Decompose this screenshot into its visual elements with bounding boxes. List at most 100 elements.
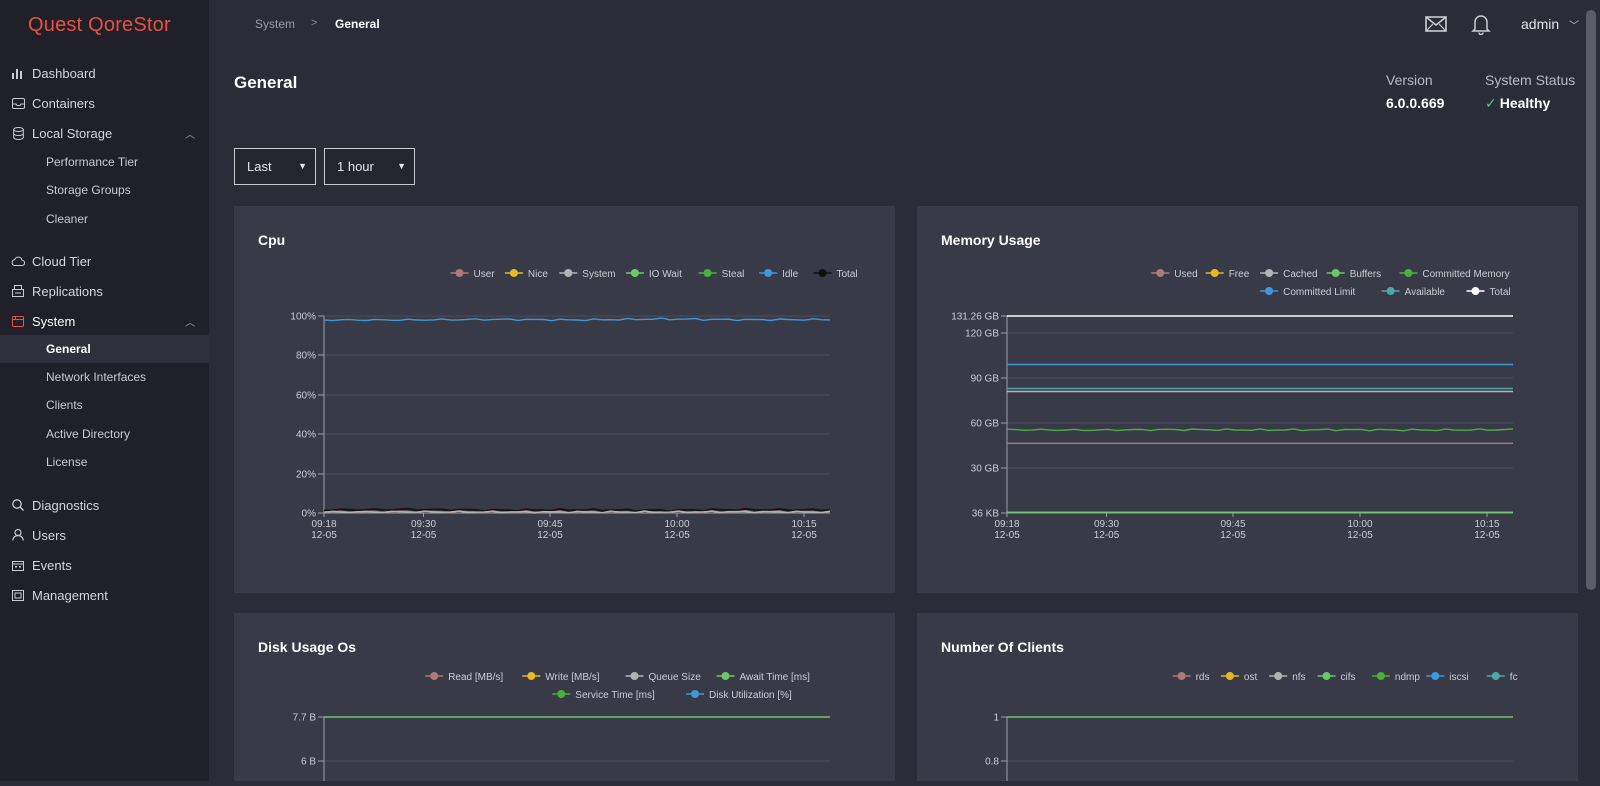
legend-label: Total [837, 269, 858, 280]
x-tick-date: 12-05 [411, 530, 437, 541]
y-tick-label: 7.7 B [293, 713, 317, 724]
legend-marker [1471, 287, 1480, 295]
sidebar-item-diagnostics[interactable]: Diagnostics [0, 491, 209, 519]
legend-marker [455, 269, 464, 277]
x-tick-label: 09:45 [1220, 519, 1245, 530]
y-tick-label: 0.8 [985, 757, 999, 768]
legend-label: Free [1229, 269, 1250, 280]
sidebar-item-label: General [46, 342, 91, 356]
sidebar-item-label: System [32, 313, 76, 329]
range-value-select[interactable]: 1 hour ▼ [324, 148, 415, 185]
sidebar-item-label: Active Directory [46, 427, 131, 441]
legend-marker [691, 690, 699, 698]
sidebar-item-license[interactable]: License [0, 448, 209, 476]
breadcrumb-general: General [335, 17, 380, 31]
system-status-value: ✓ Healthy [1485, 95, 1550, 112]
sidebar-item-label: License [46, 455, 88, 469]
mail-icon[interactable] [1425, 14, 1449, 39]
x-tick-date: 12-05 [1474, 530, 1500, 541]
legend-label: Buffers [1350, 269, 1382, 280]
legend-marker [703, 269, 712, 277]
legend-marker [564, 269, 573, 277]
legend-label: Disk Utilization [%] [709, 690, 792, 701]
sidebar-item-storage-groups[interactable]: Storage Groups [0, 176, 209, 204]
sidebar-item-dashboard[interactable]: Dashboard [0, 59, 209, 87]
management-icon [11, 588, 25, 602]
sidebar-item-containers[interactable]: Containers [0, 89, 209, 117]
x-tick-date: 12-05 [994, 530, 1020, 541]
memory-usage-panel: Memory Usage Used Free Cached Buffers Commit… [917, 206, 1578, 593]
sidebar-item-label: Network Interfaces [46, 370, 147, 384]
sidebar-item-label: Cloud Tier [32, 253, 92, 269]
legend-label: IO Wait [649, 269, 682, 280]
x-tick-date: 12-05 [537, 530, 563, 541]
range-value-value: 1 hour [337, 159, 374, 174]
y-tick-label: 100% [290, 312, 316, 323]
legend-marker [1225, 672, 1234, 680]
scrollbar[interactable] [1583, 0, 1600, 781]
y-tick-label: 60% [296, 391, 316, 402]
sidebar-item-cloud-tier[interactable]: Cloud Tier [0, 247, 209, 275]
legend-label: cifs [1341, 672, 1356, 683]
legend-label: rds [1196, 672, 1210, 683]
chevron-up-icon: ︿ [185, 317, 195, 329]
legend-label: Idle [782, 269, 799, 280]
bell-icon[interactable] [1471, 13, 1491, 40]
legend-marker [430, 672, 439, 680]
sidebar-item-local-storage[interactable]: Local Storage ︿ [0, 119, 209, 147]
sidebar-item-active-directory[interactable]: Active Directory [0, 420, 209, 448]
sidebar-item-label: Containers [32, 95, 95, 111]
y-tick-label: 40% [296, 430, 316, 441]
y-tick-label: 20% [296, 470, 316, 481]
sidebar-item-clients[interactable]: Clients [0, 391, 209, 419]
caret-down-icon: ▼ [298, 161, 307, 171]
legend-marker [1177, 672, 1186, 680]
cpu-panel: Cpu User Nice System IO Wait Steal Idle Total 1… [234, 206, 895, 593]
scrollbar-thumb[interactable] [1586, 10, 1596, 590]
legend-label: iscsi [1449, 672, 1468, 683]
sidebar-item-label: Replications [32, 283, 103, 299]
sidebar-item-replications[interactable]: Replications [0, 277, 209, 305]
series-line-total [323, 507, 831, 513]
breadcrumb-system[interactable]: System [255, 17, 296, 31]
breadcrumb-separator: > [311, 17, 318, 29]
series-line-system [323, 510, 831, 514]
sidebar-item-events[interactable]: Events [0, 551, 209, 579]
legend-label: Await Time [ms] [740, 672, 811, 683]
y-tick-label: 36 KB [972, 509, 1000, 520]
legend-label: Cached [1283, 269, 1317, 280]
x-tick-date: 12-05 [1094, 530, 1120, 541]
legend-label: User [474, 269, 496, 280]
y-tick-label: 30 GB [971, 464, 1000, 475]
x-tick-label: 10:15 [791, 519, 816, 530]
y-tick-label: 120 GB [965, 329, 999, 340]
sidebar-item-performance-tier[interactable]: Performance Tier [0, 148, 209, 176]
version-value: 6.0.0.669 [1386, 95, 1445, 111]
legend-marker [818, 269, 827, 277]
app-logo[interactable]: Quest QoreStor [28, 14, 171, 36]
legend-marker [557, 690, 566, 698]
legend-label: nfs [1292, 672, 1305, 683]
disk-usage-os-panel: Disk Usage Os Read [MB/s] Write [MB/s] Que… [234, 613, 895, 781]
panel-title: Memory Usage [941, 232, 1041, 248]
legend-marker [1265, 269, 1274, 277]
sidebar-item-users[interactable]: Users [0, 521, 209, 549]
range-type-value: Last [247, 159, 272, 174]
legend-marker [1322, 672, 1331, 680]
caret-down-icon: ▼ [397, 161, 406, 171]
legend-label: Write [MB/s] [545, 672, 599, 683]
sidebar: Quest QoreStor Dashboard Containers Loca… [0, 0, 209, 781]
legend-marker [630, 269, 639, 277]
x-tick-label: 09:30 [411, 519, 436, 530]
panel-title: Cpu [258, 232, 286, 248]
sidebar-item-system[interactable]: System ︿ [0, 307, 209, 335]
sidebar-item-cleaner[interactable]: Cleaner [0, 205, 209, 233]
sidebar-item-network-interfaces[interactable]: Network Interfaces [0, 363, 209, 391]
sidebar-item-general[interactable]: General [0, 335, 209, 363]
user-menu[interactable]: admin ﹀ [1521, 16, 1579, 32]
inbox-icon [11, 96, 25, 110]
y-tick-label: 60 GB [971, 419, 1000, 430]
x-tick-date: 12-05 [311, 530, 337, 541]
range-type-select[interactable]: Last ▼ [234, 148, 316, 185]
sidebar-item-management[interactable]: Management [0, 581, 209, 609]
